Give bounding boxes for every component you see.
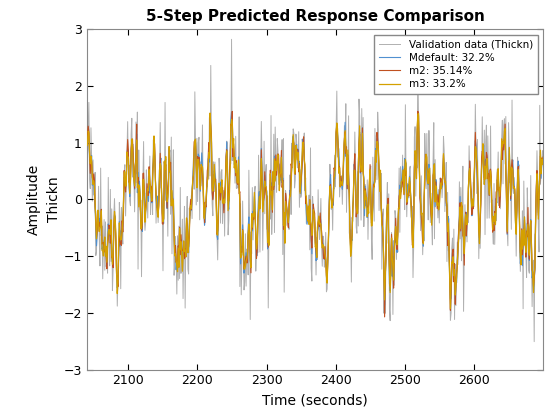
Mdefault: 32.2%: (2.2e+03, 0.765): 32.2%: (2.2e+03, 0.765) bbox=[195, 154, 202, 159]
Validation data (Thickn) bbox=[195, 135, 202, 140]
Validation data (Thickn) bbox=[95, 184, 102, 189]
m3: 33.2%: (2.06e+03, -0.417): 33.2%: (2.06e+03, -0.417) bbox=[95, 220, 102, 226]
m2: 35.14%: (2.52e+03, 1.56): 35.14%: (2.52e+03, 1.56) bbox=[414, 109, 421, 114]
Legend: Validation data (Thickn), Mdefault: 32.2%, m2: 35.14%, m3: 33.2%: Validation data (Thickn), Mdefault: 32.2… bbox=[374, 34, 538, 95]
m2: 35.14%: (2.06e+03, -0.342): 35.14%: (2.06e+03, -0.342) bbox=[95, 216, 102, 221]
m3: 33.2%: (2.2e+03, 0.61): 33.2%: (2.2e+03, 0.61) bbox=[195, 163, 202, 168]
Line: m3: 33.2%: m3: 33.2% bbox=[87, 113, 543, 309]
m3: 33.2%: (2.43e+03, -0.224): 33.2%: (2.43e+03, -0.224) bbox=[353, 210, 360, 215]
m2: 35.14%: (2.2e+03, 0.744): 35.14%: (2.2e+03, 0.744) bbox=[195, 155, 202, 160]
m2: 35.14%: (2.47e+03, -2.07): 35.14%: (2.47e+03, -2.07) bbox=[381, 315, 388, 320]
m2: 35.14%: (2.3e+03, 0.0872): 35.14%: (2.3e+03, 0.0872) bbox=[263, 192, 269, 197]
Y-axis label: Thickn: Thickn bbox=[47, 177, 61, 222]
m3: 33.2%: (2.57e+03, -1.92): 33.2%: (2.57e+03, -1.92) bbox=[447, 306, 454, 311]
Mdefault: 32.2%: (2.25e+03, 1.54): 32.2%: (2.25e+03, 1.54) bbox=[228, 110, 235, 115]
Validation data (Thickn) bbox=[264, 227, 270, 232]
Title: 5-Step Predicted Response Comparison: 5-Step Predicted Response Comparison bbox=[146, 9, 484, 24]
Mdefault: 32.2%: (2.43e+03, -0.246): 32.2%: (2.43e+03, -0.246) bbox=[353, 211, 360, 216]
Validation data (Thickn) bbox=[531, 339, 538, 344]
Mdefault: 32.2%: (2.18e+03, -0.346): 32.2%: (2.18e+03, -0.346) bbox=[183, 217, 190, 222]
m3: 33.2%: (2.22e+03, 1.53): 33.2%: (2.22e+03, 1.53) bbox=[207, 110, 213, 116]
m3: 33.2%: (2.3e+03, 0.0462): 33.2%: (2.3e+03, 0.0462) bbox=[264, 194, 270, 200]
Text: Amplitude: Amplitude bbox=[27, 164, 41, 235]
m2: 35.14%: (2.12e+03, -0.298): 35.14%: (2.12e+03, -0.298) bbox=[142, 214, 148, 219]
Mdefault: 32.2%: (2.06e+03, -0.194): 32.2%: (2.06e+03, -0.194) bbox=[95, 208, 102, 213]
m2: 35.14%: (2.7e+03, 0.752): 35.14%: (2.7e+03, 0.752) bbox=[540, 155, 547, 160]
Validation data (Thickn) bbox=[183, 219, 190, 224]
m3: 33.2%: (2.18e+03, -0.325): 33.2%: (2.18e+03, -0.325) bbox=[183, 215, 190, 220]
Validation data (Thickn) bbox=[83, 131, 90, 136]
m3: 33.2%: (2.04e+03, 0.95): 33.2%: (2.04e+03, 0.95) bbox=[83, 143, 90, 148]
Validation data (Thickn) bbox=[228, 37, 235, 42]
m2: 35.14%: (2.18e+03, -0.335): 35.14%: (2.18e+03, -0.335) bbox=[183, 216, 190, 221]
Validation data (Thickn) bbox=[540, 160, 547, 165]
Line: Mdefault: 32.2%: Mdefault: 32.2% bbox=[87, 112, 543, 305]
Validation data (Thickn) bbox=[142, 228, 148, 233]
m2: 35.14%: (2.04e+03, 1.07): 35.14%: (2.04e+03, 1.07) bbox=[83, 136, 90, 141]
Line: Validation data (Thickn): Validation data (Thickn) bbox=[87, 39, 543, 341]
Mdefault: 32.2%: (2.3e+03, 0.139): 32.2%: (2.3e+03, 0.139) bbox=[264, 189, 270, 194]
m2: 35.14%: (2.43e+03, -0.308): 35.14%: (2.43e+03, -0.308) bbox=[353, 215, 360, 220]
Mdefault: 32.2%: (2.7e+03, 0.713): 32.2%: (2.7e+03, 0.713) bbox=[540, 157, 547, 162]
Line: m2: 35.14%: m2: 35.14% bbox=[87, 111, 543, 317]
Mdefault: 32.2%: (2.47e+03, -1.86): 32.2%: (2.47e+03, -1.86) bbox=[381, 302, 388, 307]
Mdefault: 32.2%: (2.04e+03, 0.996): 32.2%: (2.04e+03, 0.996) bbox=[83, 140, 90, 145]
Validation data (Thickn) bbox=[353, 231, 360, 236]
m3: 33.2%: (2.7e+03, 0.741): 33.2%: (2.7e+03, 0.741) bbox=[540, 155, 547, 160]
m3: 33.2%: (2.12e+03, -0.4): 33.2%: (2.12e+03, -0.4) bbox=[142, 220, 148, 225]
Mdefault: 32.2%: (2.12e+03, -0.371): 32.2%: (2.12e+03, -0.371) bbox=[142, 218, 148, 223]
X-axis label: Time (seconds): Time (seconds) bbox=[262, 393, 368, 407]
